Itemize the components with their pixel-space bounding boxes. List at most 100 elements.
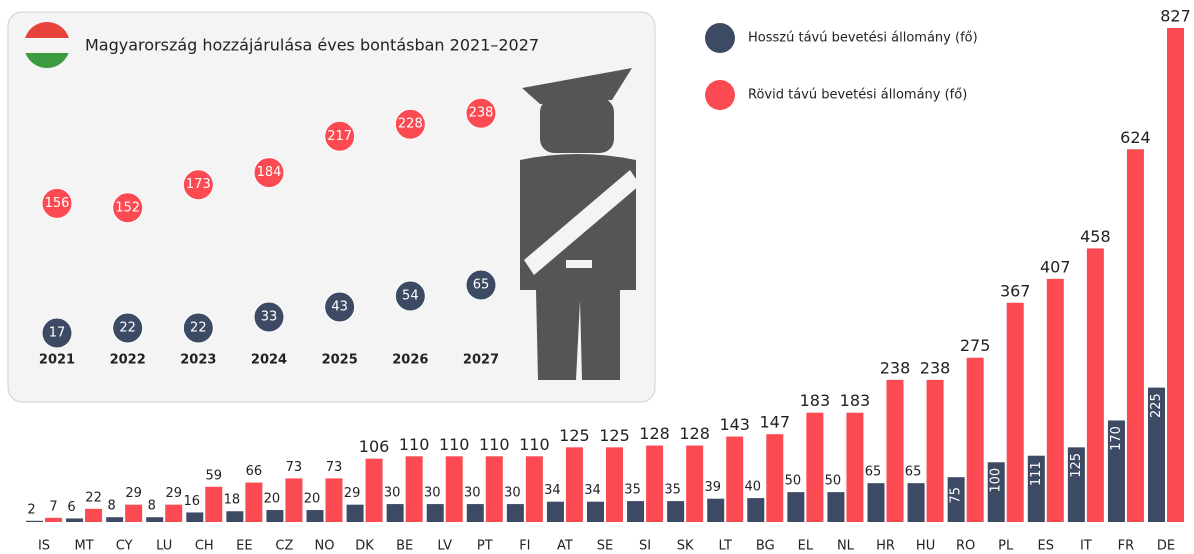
x-tick-label: IT <box>1080 539 1092 554</box>
value-label: 8 <box>148 499 156 514</box>
bar <box>887 380 904 522</box>
value-label: 33 <box>261 310 278 325</box>
x-tick-label: 2023 <box>180 353 216 368</box>
bar <box>967 358 984 522</box>
x-tick-label: LT <box>719 539 732 554</box>
x-tick-label: AT <box>557 539 573 554</box>
x-tick-label: SK <box>677 539 694 554</box>
bar <box>146 517 163 522</box>
value-label: 110 <box>519 435 550 454</box>
x-tick-label: NO <box>315 539 335 554</box>
x-tick-label: LU <box>156 539 172 554</box>
bar <box>366 459 383 522</box>
value-label: 624 <box>1120 128 1151 147</box>
bar <box>446 456 463 522</box>
x-tick-label: PT <box>477 539 493 554</box>
page: {"chart_data": [ {"type": "bar", "catego… <box>0 0 1194 554</box>
value-label: 2 <box>27 502 35 517</box>
value-label: 170 <box>1109 426 1124 451</box>
bar <box>566 447 583 522</box>
bar <box>326 478 343 522</box>
bar <box>526 456 543 522</box>
value-label: 156 <box>45 196 70 211</box>
value-label: 7 <box>49 499 57 514</box>
bar <box>26 521 43 522</box>
value-label: 100 <box>989 468 1004 493</box>
value-label: 34 <box>544 483 561 498</box>
value-label: 217 <box>327 129 352 144</box>
value-label: 22 <box>190 321 207 336</box>
value-label: 173 <box>186 177 211 192</box>
x-tick-label: 2026 <box>392 353 428 368</box>
bar <box>667 501 684 522</box>
value-label: 183 <box>840 391 871 410</box>
value-label: 50 <box>825 474 842 489</box>
value-label: 827 <box>1160 7 1191 26</box>
value-label: 143 <box>719 415 750 434</box>
bar <box>787 492 804 522</box>
legend-label: Rövid távú bevetési állomány (fő) <box>748 88 967 103</box>
bar <box>66 518 83 522</box>
value-label: 65 <box>473 278 490 293</box>
x-tick-label: BE <box>396 539 413 554</box>
value-label: 29 <box>344 486 361 501</box>
value-label: 110 <box>479 435 510 454</box>
value-label: 111 <box>1029 461 1044 486</box>
value-label: 125 <box>599 426 630 445</box>
value-label: 6 <box>67 500 75 515</box>
bar <box>627 501 644 522</box>
x-tick-label: CY <box>116 539 133 554</box>
value-label: 59 <box>206 468 223 483</box>
value-label: 152 <box>115 200 140 215</box>
x-tick-label: 2025 <box>322 353 358 368</box>
value-label: 183 <box>800 391 831 410</box>
value-label: 238 <box>920 358 951 377</box>
value-label: 128 <box>639 424 670 443</box>
value-label: 22 <box>119 321 136 336</box>
value-label: 16 <box>184 494 201 509</box>
x-tick-label: BG <box>756 539 775 554</box>
x-tick-label: IS <box>38 539 50 554</box>
bar <box>226 511 243 522</box>
bar <box>165 505 182 522</box>
chart: Magyarország hozzájárulása éves bontásba… <box>0 0 1194 554</box>
value-label: 43 <box>331 300 348 315</box>
bar <box>827 492 844 522</box>
bar <box>307 510 324 522</box>
value-label: 367 <box>1000 281 1031 300</box>
value-label: 125 <box>1069 453 1084 478</box>
value-label: 106 <box>359 437 390 456</box>
bar <box>427 504 444 522</box>
x-tick-label: 2022 <box>110 353 146 368</box>
bar <box>285 478 302 522</box>
value-label: 65 <box>905 465 922 480</box>
value-label: 407 <box>1040 257 1071 276</box>
bar <box>186 512 203 522</box>
bar <box>1007 303 1024 522</box>
bar <box>85 509 102 522</box>
legend-label: Hosszú távú bevetési állomány (fő) <box>748 31 978 46</box>
value-label: 20 <box>264 492 281 507</box>
bar <box>387 504 404 522</box>
value-label: 40 <box>745 480 762 495</box>
value-label: 35 <box>664 483 681 498</box>
value-label: 110 <box>399 435 430 454</box>
bar <box>1047 279 1064 522</box>
x-tick-label: SI <box>639 539 651 554</box>
inset-title: Magyarország hozzájárulása éves bontásba… <box>85 36 539 55</box>
bar <box>245 483 262 522</box>
value-label: 17 <box>49 326 66 341</box>
value-label: 29 <box>125 486 142 501</box>
bar <box>266 510 283 522</box>
x-tick-label: FI <box>519 539 530 554</box>
value-label: 18 <box>224 493 241 508</box>
x-tick-label: SE <box>597 539 613 554</box>
value-label: 30 <box>384 486 401 501</box>
x-tick-label: ES <box>1038 539 1054 554</box>
bar <box>125 505 142 522</box>
x-tick-label: 2024 <box>251 353 287 368</box>
bar <box>507 504 524 522</box>
x-tick-label: HR <box>876 539 895 554</box>
bar <box>868 483 885 522</box>
x-tick-label: 2021 <box>39 353 75 368</box>
